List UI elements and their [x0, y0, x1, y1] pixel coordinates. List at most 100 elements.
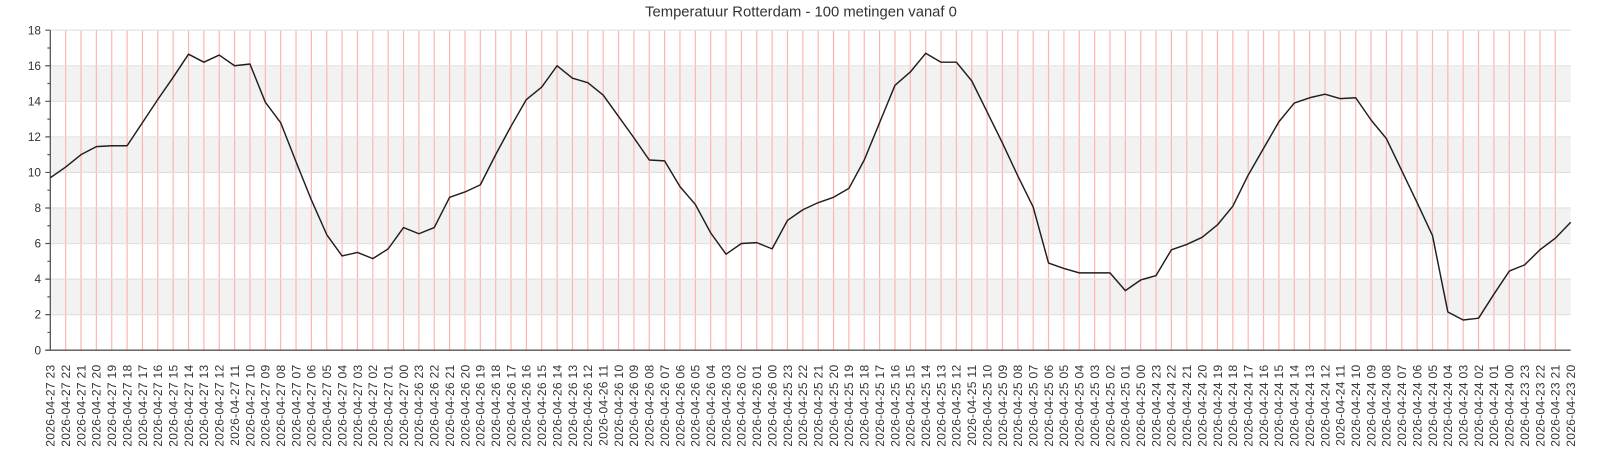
svg-text:2026-04-27 00: 2026-04-27 00 [397, 365, 411, 447]
svg-text:2026-04-26 11: 2026-04-26 11 [596, 365, 610, 446]
svg-text:2026-04-26 21: 2026-04-26 21 [443, 365, 457, 447]
svg-text:2026-04-27 21: 2026-04-27 21 [74, 365, 88, 447]
svg-text:2026-04-25 01: 2026-04-25 01 [1119, 365, 1133, 447]
svg-text:2026-04-24 11: 2026-04-24 11 [1334, 365, 1348, 446]
svg-text:2026-04-26 20: 2026-04-26 20 [458, 365, 472, 447]
svg-text:2026-04-27 16: 2026-04-27 16 [151, 365, 165, 447]
svg-text:2026-04-26 02: 2026-04-26 02 [735, 365, 749, 447]
svg-text:2026-04-23 22: 2026-04-23 22 [1533, 365, 1547, 447]
svg-text:2026-04-24 12: 2026-04-24 12 [1318, 365, 1332, 447]
svg-text:2026-04-24 20: 2026-04-24 20 [1195, 365, 1209, 447]
svg-text:18: 18 [28, 23, 42, 37]
svg-text:2026-04-27 22: 2026-04-27 22 [59, 365, 73, 447]
svg-text:2026-04-26 07: 2026-04-26 07 [658, 365, 672, 447]
svg-text:2026-04-25 10: 2026-04-25 10 [980, 365, 994, 447]
svg-text:2026-04-27 15: 2026-04-27 15 [166, 365, 180, 447]
svg-text:2026-04-26 08: 2026-04-26 08 [643, 365, 657, 447]
svg-text:2026-04-25 08: 2026-04-25 08 [1011, 365, 1025, 447]
svg-text:2026-04-25 06: 2026-04-25 06 [1042, 365, 1056, 447]
svg-text:2026-04-25 21: 2026-04-25 21 [811, 365, 825, 447]
svg-text:2026-04-25 12: 2026-04-25 12 [950, 365, 964, 447]
svg-text:2026-04-27 20: 2026-04-27 20 [90, 365, 104, 447]
svg-text:2026-04-25 23: 2026-04-25 23 [781, 365, 795, 447]
svg-text:2026-04-25 03: 2026-04-25 03 [1088, 365, 1102, 447]
svg-text:10: 10 [28, 166, 42, 180]
svg-text:2026-04-27 01: 2026-04-27 01 [381, 365, 395, 447]
svg-text:2026-04-24 14: 2026-04-24 14 [1288, 365, 1302, 447]
svg-text:2026-04-27 04: 2026-04-27 04 [335, 365, 349, 447]
svg-text:2026-04-27 03: 2026-04-27 03 [351, 365, 365, 447]
svg-text:2026-04-25 20: 2026-04-25 20 [827, 365, 841, 447]
svg-text:2026-04-24 04: 2026-04-24 04 [1441, 365, 1455, 447]
svg-text:2026-04-25 14: 2026-04-25 14 [919, 365, 933, 447]
svg-text:2026-04-25 19: 2026-04-25 19 [842, 365, 856, 447]
svg-text:2026-04-26 23: 2026-04-26 23 [412, 365, 426, 447]
svg-text:4: 4 [34, 272, 41, 286]
svg-text:2026-04-26 18: 2026-04-26 18 [489, 365, 503, 447]
svg-text:2026-04-24 21: 2026-04-24 21 [1180, 365, 1194, 447]
svg-text:2026-04-26 12: 2026-04-26 12 [581, 365, 595, 447]
svg-text:2026-04-24 17: 2026-04-24 17 [1241, 365, 1255, 447]
svg-text:14: 14 [28, 94, 42, 108]
svg-text:16: 16 [28, 59, 42, 73]
svg-text:2026-04-23 21: 2026-04-23 21 [1549, 365, 1563, 447]
svg-text:2026-04-24 00: 2026-04-24 00 [1503, 365, 1517, 447]
svg-text:2026-04-27 17: 2026-04-27 17 [136, 365, 150, 447]
svg-text:12: 12 [28, 130, 41, 144]
svg-text:2026-04-26 13: 2026-04-26 13 [566, 365, 580, 447]
svg-text:2026-04-27 10: 2026-04-27 10 [243, 365, 257, 447]
svg-text:2026-04-25 11: 2026-04-25 11 [965, 365, 979, 446]
svg-text:2026-04-27 06: 2026-04-27 06 [305, 365, 319, 447]
svg-text:2026-04-23 23: 2026-04-23 23 [1518, 365, 1532, 447]
svg-text:2026-04-24 07: 2026-04-24 07 [1395, 365, 1409, 447]
svg-text:2026-04-25 15: 2026-04-25 15 [904, 365, 918, 447]
svg-text:2026-04-26 17: 2026-04-26 17 [504, 365, 518, 447]
svg-text:2026-04-26 14: 2026-04-26 14 [550, 365, 564, 447]
svg-text:2026-04-24 22: 2026-04-24 22 [1165, 365, 1179, 447]
svg-text:2026-04-27 02: 2026-04-27 02 [366, 365, 380, 447]
svg-text:2026-04-24 08: 2026-04-24 08 [1380, 365, 1394, 447]
svg-text:2026-04-24 18: 2026-04-24 18 [1226, 365, 1240, 447]
svg-text:2026-04-24 01: 2026-04-24 01 [1487, 365, 1501, 447]
svg-text:2026-04-24 05: 2026-04-24 05 [1426, 365, 1440, 447]
svg-text:2026-04-26 16: 2026-04-26 16 [520, 365, 534, 447]
svg-text:2026-04-26 06: 2026-04-26 06 [673, 365, 687, 447]
svg-text:0: 0 [34, 343, 41, 357]
svg-text:2026-04-24 09: 2026-04-24 09 [1364, 365, 1378, 447]
svg-text:2026-04-26 22: 2026-04-26 22 [428, 365, 442, 447]
svg-text:2026-04-25 13: 2026-04-25 13 [934, 365, 948, 447]
svg-text:2026-04-26 00: 2026-04-26 00 [765, 365, 779, 447]
svg-text:2026-04-26 03: 2026-04-26 03 [719, 365, 733, 447]
svg-text:2026-04-25 07: 2026-04-25 07 [1026, 365, 1040, 447]
svg-text:2026-04-25 17: 2026-04-25 17 [873, 365, 887, 447]
svg-text:2026-04-25 02: 2026-04-25 02 [1103, 365, 1117, 447]
svg-text:2026-04-27 12: 2026-04-27 12 [213, 365, 227, 447]
svg-text:2026-04-24 23: 2026-04-24 23 [1149, 365, 1163, 447]
svg-text:2026-04-27 08: 2026-04-27 08 [274, 365, 288, 447]
svg-text:2026-04-26 10: 2026-04-26 10 [612, 365, 626, 447]
svg-text:2026-04-26 04: 2026-04-26 04 [704, 365, 718, 447]
svg-text:2026-04-24 02: 2026-04-24 02 [1472, 365, 1486, 447]
svg-text:2026-04-25 04: 2026-04-25 04 [1073, 365, 1087, 447]
svg-text:2026-04-25 16: 2026-04-25 16 [888, 365, 902, 447]
svg-text:Temperatuur Rotterdam - 100 me: Temperatuur Rotterdam - 100 metingen van… [645, 5, 957, 21]
svg-text:2026-04-26 01: 2026-04-26 01 [750, 365, 764, 447]
svg-text:2026-04-27 13: 2026-04-27 13 [197, 365, 211, 447]
svg-text:2026-04-24 15: 2026-04-24 15 [1272, 365, 1286, 447]
svg-text:2026-04-23 20: 2026-04-23 20 [1564, 365, 1578, 447]
svg-text:2026-04-27 11: 2026-04-27 11 [228, 365, 242, 446]
svg-text:2026-04-26 09: 2026-04-26 09 [627, 365, 641, 447]
svg-text:2026-04-25 05: 2026-04-25 05 [1057, 365, 1071, 447]
svg-text:2026-04-24 06: 2026-04-24 06 [1410, 365, 1424, 447]
svg-text:8: 8 [34, 201, 41, 215]
svg-text:2026-04-25 22: 2026-04-25 22 [796, 365, 810, 447]
svg-text:2026-04-27 09: 2026-04-27 09 [259, 365, 273, 447]
svg-text:2026-04-24 19: 2026-04-24 19 [1211, 365, 1225, 447]
svg-text:2026-04-27 05: 2026-04-27 05 [320, 365, 334, 447]
svg-text:2026-04-24 13: 2026-04-24 13 [1303, 365, 1317, 447]
svg-text:2026-04-26 15: 2026-04-26 15 [535, 365, 549, 447]
svg-text:2026-04-24 03: 2026-04-24 03 [1457, 365, 1471, 447]
svg-text:2026-04-27 19: 2026-04-27 19 [105, 365, 119, 447]
svg-text:2026-04-24 10: 2026-04-24 10 [1349, 365, 1363, 447]
svg-text:2026-04-27 23: 2026-04-27 23 [44, 365, 58, 447]
